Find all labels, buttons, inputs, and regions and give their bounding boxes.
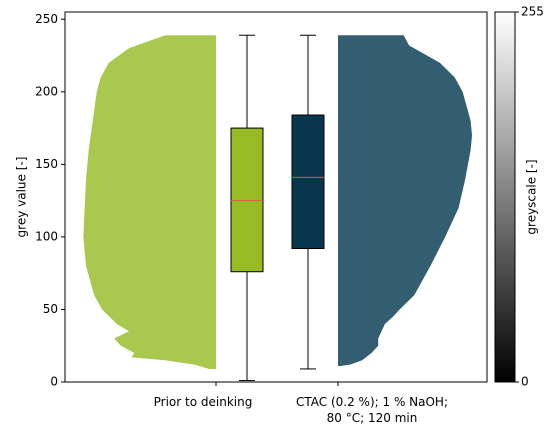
plot-frame (64, 11, 488, 383)
y-axis-label: grey value [-] (15, 157, 29, 238)
box (291, 114, 325, 250)
y-tick-label: 100 (35, 229, 58, 243)
x-tick-label: Prior to deinking (153, 395, 253, 409)
y-tick-label: 150 (35, 157, 58, 171)
colorbar-label: greyscale [-] (525, 159, 539, 234)
colorbar-tick-label: 255 (521, 5, 544, 19)
colorbar (494, 11, 516, 383)
box (230, 127, 264, 273)
colorbar-tick-label: 0 (521, 375, 529, 389)
y-tick-label: 250 (35, 12, 58, 26)
violin (83, 35, 216, 369)
x-tick-label: CTAC (0.2 %); 1 % NaOH; 80 °C; 120 min (296, 395, 448, 425)
violin (338, 35, 472, 367)
y-tick-label: 0 (50, 375, 58, 389)
y-tick-label: 200 (35, 84, 58, 98)
y-tick-label: 50 (43, 302, 58, 316)
